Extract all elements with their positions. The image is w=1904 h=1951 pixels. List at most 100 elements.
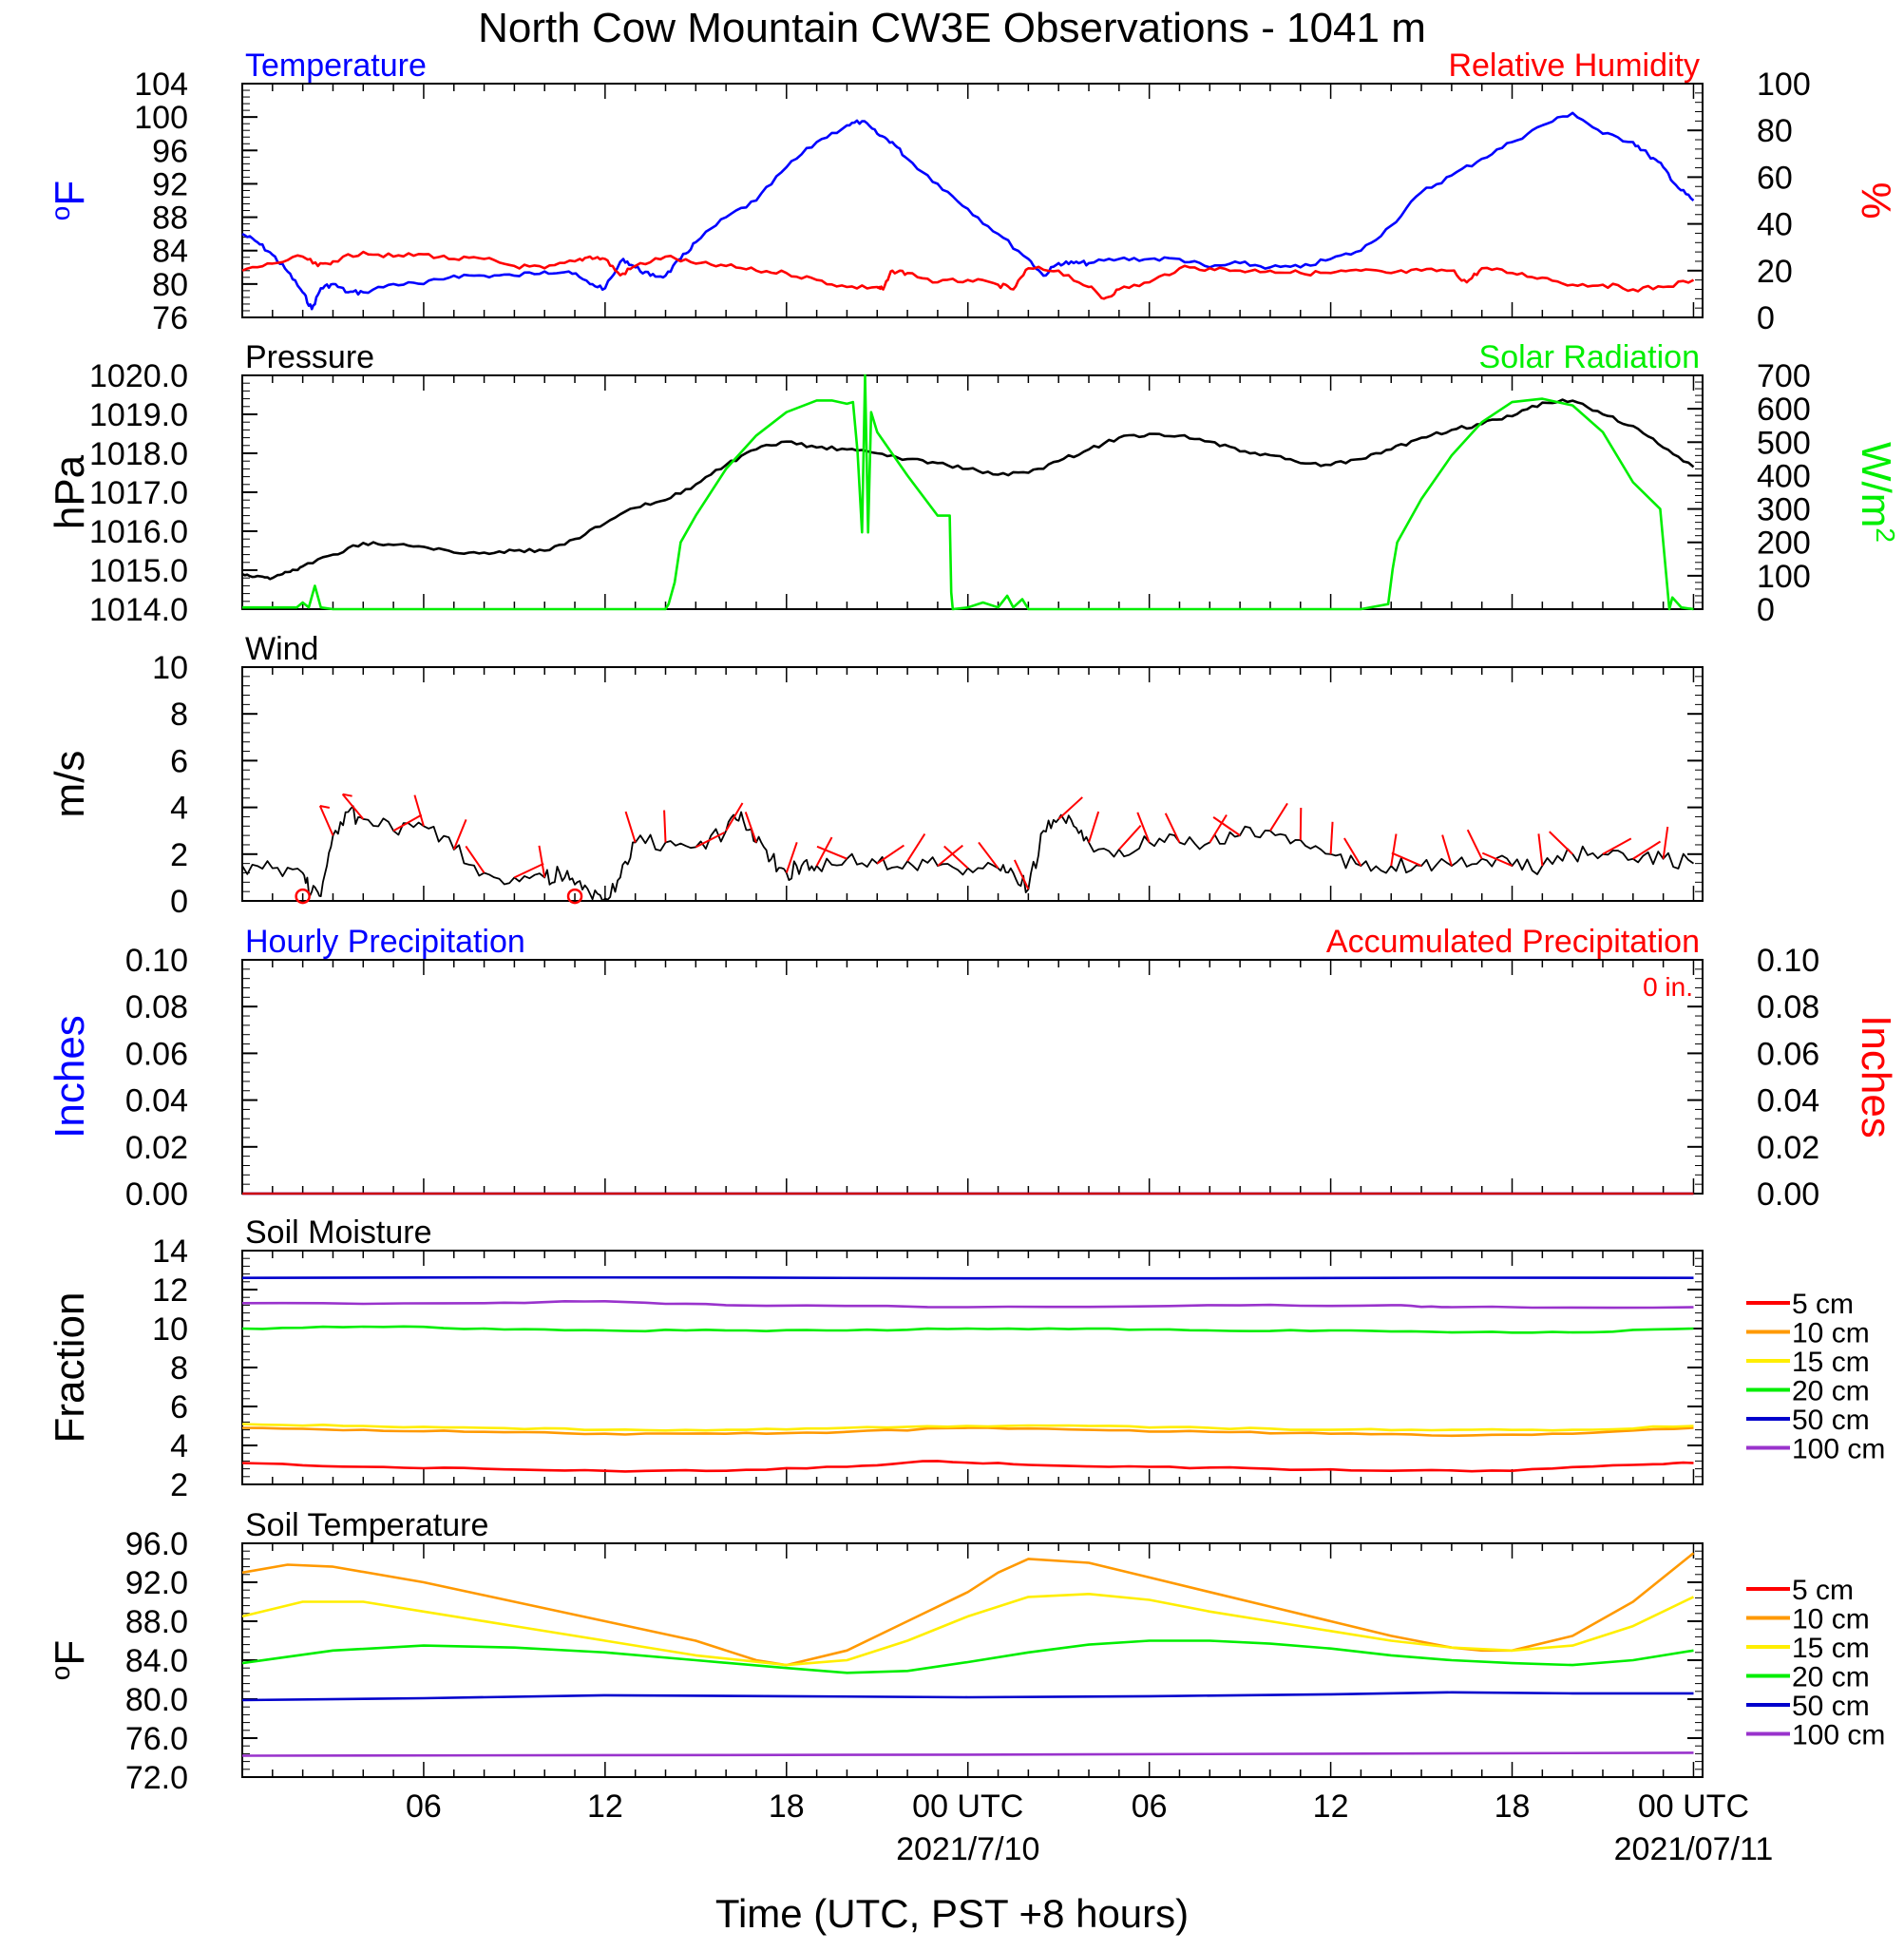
unit-letter: F — [47, 1640, 93, 1666]
y-tick-label: 0 — [170, 884, 188, 920]
wind-barb — [785, 841, 798, 873]
y2-tick-label: 700 — [1757, 358, 1811, 394]
x-tick-label: 18 — [1495, 1788, 1531, 1825]
y2-tick-label: 40 — [1757, 207, 1793, 243]
y2-tick-label: 80 — [1757, 113, 1793, 149]
wind-barb-flag — [319, 804, 331, 809]
wind-barb — [663, 810, 667, 843]
y2-tick-label: 0.08 — [1757, 989, 1819, 1025]
y-tick-label: 84.0 — [125, 1643, 188, 1679]
legend-label: 15 cm — [1792, 1347, 1870, 1378]
legend-label: 100 cm — [1792, 1720, 1885, 1751]
panel-title-left: Soil Temperature — [245, 1507, 488, 1543]
wind-barb — [538, 845, 546, 878]
unit-exponent: 2 — [1872, 527, 1901, 543]
y2-axis-label: Inches — [1853, 1015, 1899, 1138]
wind-barb — [1537, 833, 1544, 867]
panel-annotation: 0 in. — [1643, 972, 1693, 1002]
y-tick-label: 0.06 — [125, 1036, 188, 1072]
wind-barb — [1299, 808, 1303, 841]
y2-tick-label: 0.04 — [1757, 1083, 1819, 1119]
legend-label: 5 cm — [1792, 1575, 1854, 1606]
y-tick-label: 96.0 — [125, 1526, 188, 1562]
x-date-label: 2021/07/11 — [1614, 1831, 1774, 1867]
series-line-50-cm — [241, 1275, 1694, 1280]
panel-wind: 0 2 4 6 8 10 Wind m/s — [47, 631, 1704, 920]
calm-marker — [295, 888, 311, 905]
y2-tick-label: 600 — [1757, 392, 1811, 428]
wind-barb — [1662, 826, 1669, 859]
y-tick-label: 104 — [134, 67, 188, 103]
wind-barb — [624, 811, 637, 843]
wind-barb — [695, 832, 726, 849]
wind-barb — [978, 841, 1000, 870]
y2-tick-label: 200 — [1757, 526, 1811, 562]
y2-tick-label: 0.10 — [1757, 943, 1819, 979]
panel-frame — [241, 666, 1704, 902]
wind-barb-flag — [342, 793, 352, 797]
y-tick-label: 88.0 — [125, 1604, 188, 1640]
wind-barb — [1390, 833, 1398, 867]
y-tick-label: 14 — [152, 1234, 188, 1270]
series-line-10-cm — [241, 1426, 1694, 1438]
y-tick-label: 92 — [152, 166, 188, 202]
y-tick-label: 6 — [170, 743, 188, 779]
panel-temp_rh: 768084889296100104020406080100Temperatur… — [46, 48, 1900, 336]
series-line-100-cm — [241, 1300, 1694, 1310]
x-date-label: 2021/7/10 — [896, 1831, 1039, 1867]
y-tick-label: 96 — [152, 133, 188, 169]
wind-barb — [725, 802, 744, 832]
y2-tick-label: 20 — [1757, 254, 1793, 290]
panel-frame — [241, 374, 1704, 610]
y-tick-label: 1017.0 — [89, 475, 188, 511]
wind-barb — [413, 794, 425, 827]
panel-precip: 0.00 0.02 0.04 0.06 0.08 0.10 0.00 0.02 0.04 0.06… — [47, 924, 1899, 1213]
x-tick-label: 06 — [1132, 1788, 1168, 1825]
y-tick-label: 12 — [152, 1272, 188, 1309]
x-axis-label: Time (UTC, PST +8 hours) — [715, 1891, 1189, 1936]
y2-axis-label: % — [1853, 182, 1899, 219]
y2-tick-label: 0.02 — [1757, 1130, 1819, 1166]
unit-text: W/m — [1853, 442, 1899, 527]
x-tick-label: 18 — [769, 1788, 805, 1825]
y2-tick-label: 100 — [1757, 559, 1811, 595]
y2-tick-label: 500 — [1757, 425, 1811, 461]
y-tick-label: 0.04 — [125, 1083, 188, 1119]
x-tick-label: 06 — [406, 1788, 442, 1825]
wind-barb — [1549, 831, 1573, 855]
x-tick-label: 12 — [587, 1788, 623, 1825]
y-tick-label: 0.02 — [125, 1130, 188, 1166]
series-line-15-cm — [241, 1593, 1695, 1667]
wind-barb — [1164, 813, 1181, 843]
panel-pressure_solar: 1014.01015.01016.01017.01018.01019.01020… — [47, 339, 1901, 628]
wind-barb — [744, 812, 757, 843]
y-tick-label: 100 — [134, 100, 188, 136]
series-line-temperature — [241, 111, 1695, 311]
unit-letter: F — [47, 181, 93, 206]
y-tick-label: 4 — [170, 1428, 188, 1464]
y-tick-label: 88 — [152, 201, 188, 237]
legend-label: 20 cm — [1792, 1376, 1870, 1407]
legend-label: 50 cm — [1792, 1405, 1870, 1436]
panel-title-left: Wind — [245, 631, 318, 667]
chart-title: North Cow Mountain CW3E Observations - 1… — [478, 5, 1426, 51]
wind-barb — [1441, 834, 1453, 867]
wind-barb — [815, 836, 833, 867]
degree-mark: o — [46, 206, 75, 221]
y-tick-label: 1018.0 — [89, 436, 188, 472]
wind-barb — [318, 805, 334, 836]
y-tick-label: 10 — [152, 650, 188, 686]
wind-barb — [1466, 829, 1483, 860]
series-line-50-cm — [241, 1691, 1694, 1702]
y2-tick-label: 0.00 — [1757, 1176, 1819, 1213]
wind-barb — [1269, 802, 1288, 832]
legend-label: 10 cm — [1792, 1604, 1870, 1635]
x-tick-label: 12 — [1313, 1788, 1349, 1825]
x-tick-label: 00 UTC — [912, 1788, 1023, 1825]
panel-title-left: Pressure — [245, 339, 374, 375]
y2-tick-label: 60 — [1757, 160, 1793, 196]
y-tick-label: 6 — [170, 1389, 188, 1425]
panel-frame — [241, 1250, 1704, 1485]
